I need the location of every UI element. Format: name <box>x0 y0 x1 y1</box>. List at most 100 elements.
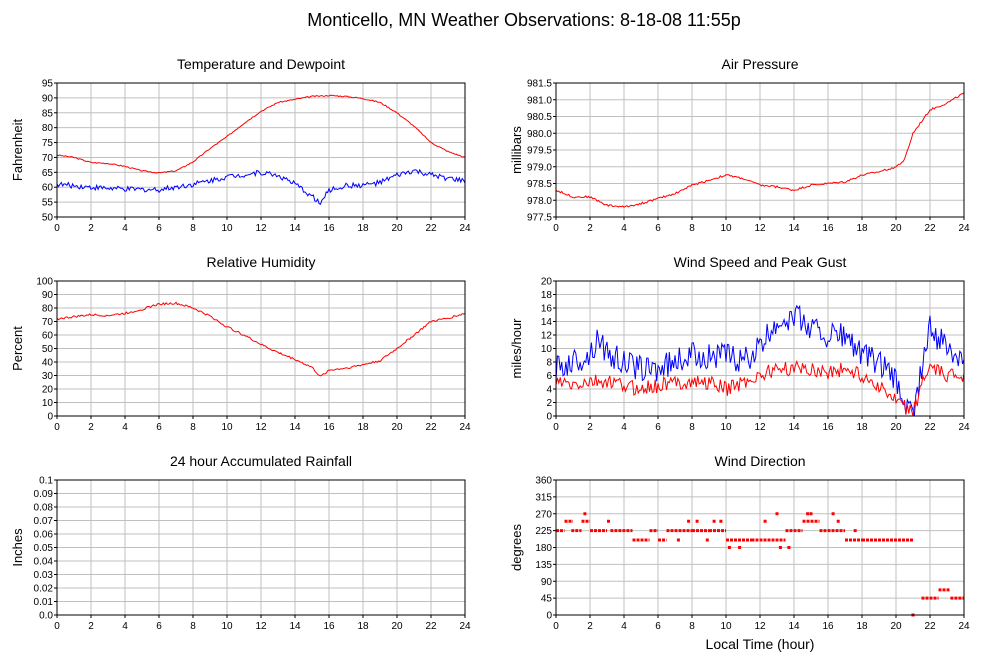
x-tick-label: 4 <box>621 621 627 632</box>
x-tick-label: 16 <box>323 223 335 234</box>
chart-title: 24 hour Accumulated Rainfall <box>170 453 352 469</box>
x-tick-label: 12 <box>754 223 766 234</box>
x-tick-label: 12 <box>754 621 766 632</box>
y-tick-label: 100 <box>36 277 53 288</box>
y-tick-label: 360 <box>535 476 552 487</box>
series-line-2 <box>555 359 965 417</box>
x-tick-label: 2 <box>88 223 94 234</box>
y-tick-label: 978.0 <box>527 196 552 207</box>
y-tick-label: 70 <box>42 153 54 164</box>
x-tick-label: 8 <box>190 223 196 234</box>
x-tick-label: 14 <box>289 422 301 433</box>
x-tick-label: 24 <box>459 621 471 632</box>
y-tick-label: 0.1 <box>39 476 53 487</box>
x-tick-label: 20 <box>391 223 403 234</box>
x-tick-label: 0 <box>553 422 559 433</box>
x-tick-label: 18 <box>856 223 868 234</box>
y-tick-label: 0.04 <box>34 557 54 568</box>
x-tick-label: 10 <box>720 422 732 433</box>
x-tick-label: 12 <box>255 422 267 433</box>
direction-point <box>719 519 723 523</box>
y-axis-label: miles/hour <box>509 318 524 379</box>
x-tick-label: 2 <box>88 621 94 632</box>
y-tick-label: 75 <box>42 138 54 149</box>
x-tick-label: 18 <box>357 621 369 632</box>
chart-title: Wind Speed and Peak Gust <box>674 254 847 270</box>
x-tick-label: 10 <box>221 422 233 433</box>
series-line-1 <box>555 92 965 208</box>
x-tick-label: 10 <box>221 621 233 632</box>
y-tick-label: 6 <box>546 371 552 382</box>
x-tick-label: 14 <box>788 422 800 433</box>
chart-title: Temperature and Dewpoint <box>177 56 345 72</box>
y-tick-label: 40 <box>42 358 54 369</box>
x-tick-label: 16 <box>822 223 834 234</box>
x-tick-label: 24 <box>958 422 970 433</box>
direction-point <box>809 512 813 516</box>
y-tick-label: 85 <box>42 108 54 119</box>
x-tick-label: 12 <box>754 422 766 433</box>
x-tick-label: 6 <box>156 223 162 234</box>
direction-point <box>831 512 835 516</box>
x-tick-label: 2 <box>587 223 593 234</box>
x-tick-label: 0 <box>54 223 60 234</box>
x-tick-label: 12 <box>255 621 267 632</box>
y-tick-label: 65 <box>42 168 54 179</box>
y-tick-label: 80 <box>42 123 54 134</box>
x-tick-label: 8 <box>689 422 695 433</box>
y-tick-label: 981.0 <box>527 95 552 106</box>
y-axis-label: millibars <box>509 126 524 174</box>
x-tick-label: 10 <box>720 621 732 632</box>
y-tick-label: 180 <box>535 543 552 554</box>
y-tick-label: 10 <box>541 344 553 355</box>
x-tick-label: 22 <box>425 621 437 632</box>
x-tick-label: 20 <box>890 223 902 234</box>
y-tick-label: 0.05 <box>34 543 54 554</box>
x-tick-label: 6 <box>655 422 661 433</box>
y-tick-label: 10 <box>42 398 54 409</box>
direction-point <box>705 538 709 542</box>
y-tick-label: 2 <box>546 398 552 409</box>
y-tick-label: 0.0 <box>39 611 53 622</box>
direction-point <box>778 546 782 549</box>
y-tick-label: 0.08 <box>34 503 54 514</box>
x-axis-label: Local Time (hour) <box>706 636 815 652</box>
direction-point <box>687 519 691 523</box>
series-line-1 <box>555 304 965 417</box>
direction-point <box>712 519 716 523</box>
direction-point <box>775 512 779 516</box>
y-tick-label: 980.0 <box>527 129 552 140</box>
direction-point <box>738 546 742 549</box>
x-tick-label: 2 <box>88 422 94 433</box>
series-line-1 <box>56 94 466 174</box>
y-tick-label: 135 <box>535 560 552 571</box>
y-tick-label: 70 <box>42 317 54 328</box>
direction-point <box>853 529 857 533</box>
y-tick-label: 55 <box>42 198 54 209</box>
x-tick-label: 2 <box>587 422 593 433</box>
x-tick-label: 18 <box>856 422 868 433</box>
x-tick-label: 18 <box>856 621 868 632</box>
x-tick-label: 16 <box>323 422 335 433</box>
y-tick-label: 8 <box>546 358 552 369</box>
x-tick-label: 4 <box>122 621 128 632</box>
y-tick-label: 0.02 <box>34 584 54 595</box>
y-tick-label: 95 <box>42 79 54 90</box>
y-tick-label: 50 <box>42 213 54 224</box>
y-tick-label: 50 <box>42 344 54 355</box>
y-axis-label: Inches <box>10 528 25 567</box>
x-tick-label: 8 <box>689 223 695 234</box>
y-tick-label: 20 <box>42 385 54 396</box>
y-tick-label: 12 <box>541 331 553 342</box>
y-tick-label: 0.07 <box>34 516 54 527</box>
x-tick-label: 20 <box>890 621 902 632</box>
y-tick-label: 0 <box>546 412 552 423</box>
x-tick-label: 14 <box>788 223 800 234</box>
direction-point <box>695 519 699 523</box>
x-tick-label: 6 <box>156 422 162 433</box>
direction-point <box>727 546 731 549</box>
x-tick-label: 18 <box>357 223 369 234</box>
